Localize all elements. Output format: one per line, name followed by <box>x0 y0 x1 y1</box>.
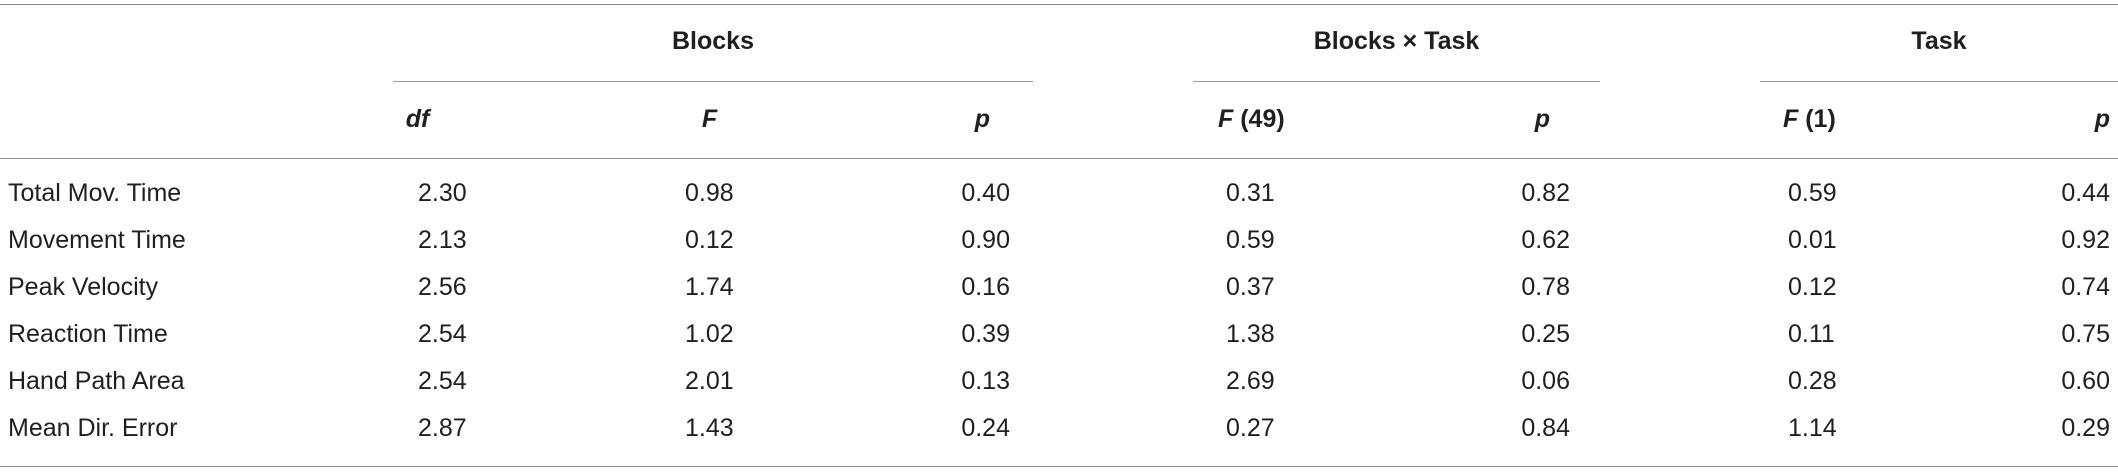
cell-blocks-p: 0.40 <box>961 179 1010 207</box>
cell-task-f: 0.12 <box>1788 273 1837 301</box>
cell-interaction-f: 0.37 <box>1226 273 1275 301</box>
row-label: Peak Velocity <box>8 273 159 301</box>
col-header-task-p: p <box>2094 105 2110 133</box>
col-header-task-f: F (1) <box>1783 105 1836 133</box>
cell-blocks-p: 0.13 <box>961 367 1010 395</box>
cell-blocks-f: 0.12 <box>685 226 734 254</box>
cell-interaction-p: 0.25 <box>1521 320 1570 348</box>
cell-interaction-p: 0.78 <box>1521 273 1570 301</box>
cell-interaction-p: 0.82 <box>1521 179 1570 207</box>
row-label: Mean Dir. Error <box>8 414 178 442</box>
cell-interaction-f: 0.59 <box>1226 226 1275 254</box>
cell-interaction-f: 2.69 <box>1226 367 1275 395</box>
cell-blocks-df: 2.56 <box>418 273 467 301</box>
blocks-group-rule <box>393 81 1033 82</box>
col-header-blocks-p: p <box>974 105 990 133</box>
cell-interaction-f: 0.27 <box>1226 414 1275 442</box>
cell-blocks-df: 2.54 <box>418 367 467 395</box>
cell-interaction-p: 0.84 <box>1521 414 1570 442</box>
cell-task-p: 0.92 <box>2061 226 2110 254</box>
cell-task-p: 0.60 <box>2061 367 2110 395</box>
group-header-task: Task <box>1911 27 1967 55</box>
blocks-task-group-rule <box>1193 81 1600 82</box>
cell-interaction-p: 0.62 <box>1521 226 1570 254</box>
table-top-rule <box>0 4 2118 5</box>
cell-task-f: 0.11 <box>1788 320 1835 348</box>
cell-task-f: 0.28 <box>1788 367 1837 395</box>
cell-task-p: 0.74 <box>2061 273 2110 301</box>
cell-interaction-f: 0.31 <box>1226 179 1275 207</box>
group-header-blocks: Blocks <box>672 27 754 55</box>
cell-blocks-f: 2.01 <box>685 367 734 395</box>
cell-task-f: 1.14 <box>1788 414 1837 442</box>
cell-task-p: 0.44 <box>2061 179 2110 207</box>
cell-interaction-p: 0.06 <box>1521 367 1570 395</box>
col-header-interaction-f: F (49) <box>1218 105 1285 133</box>
cell-blocks-df: 2.87 <box>418 414 467 442</box>
cell-blocks-f: 1.43 <box>685 414 734 442</box>
row-label: Movement Time <box>8 226 186 254</box>
cell-blocks-f: 1.02 <box>685 320 734 348</box>
group-header-blocks-x-task: Blocks × Task <box>1313 27 1480 55</box>
col-header-blocks-f: F <box>701 105 718 133</box>
cell-blocks-p: 0.24 <box>961 414 1010 442</box>
cell-blocks-df: 2.54 <box>418 320 467 348</box>
cell-task-f: 0.59 <box>1788 179 1837 207</box>
task-group-rule <box>1760 81 2118 82</box>
cell-interaction-f: 1.38 <box>1226 320 1275 348</box>
cell-blocks-p: 0.16 <box>961 273 1010 301</box>
cell-blocks-f: 1.74 <box>685 273 734 301</box>
cell-blocks-p: 0.39 <box>961 320 1010 348</box>
header-bottom-rule <box>0 158 2118 159</box>
col-header-blocks-df: df <box>405 105 430 133</box>
col-header-interaction-p: p <box>1534 105 1550 133</box>
table-bottom-rule <box>0 466 2118 467</box>
cell-blocks-df: 2.13 <box>418 226 467 254</box>
cell-task-p: 0.29 <box>2061 414 2110 442</box>
row-label: Hand Path Area <box>8 367 185 395</box>
row-label: Reaction Time <box>8 320 168 348</box>
cell-task-f: 0.01 <box>1788 226 1837 254</box>
cell-blocks-f: 0.98 <box>685 179 734 207</box>
cell-task-p: 0.75 <box>2061 320 2110 348</box>
row-label: Total Mov. Time <box>8 179 182 207</box>
cell-blocks-df: 2.30 <box>418 179 467 207</box>
cell-blocks-p: 0.90 <box>961 226 1010 254</box>
